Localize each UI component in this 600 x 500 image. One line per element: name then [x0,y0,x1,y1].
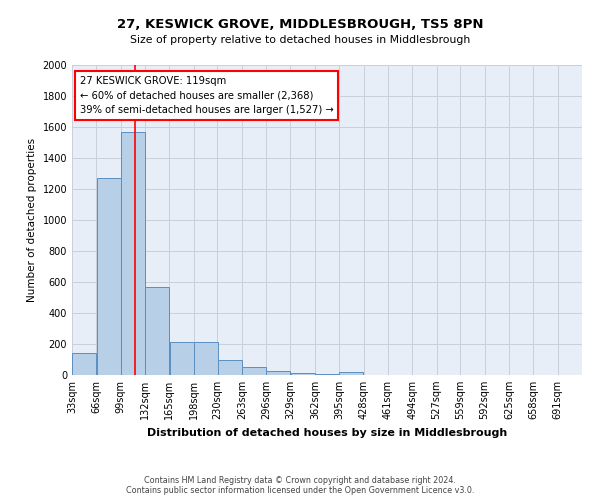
Text: Size of property relative to detached houses in Middlesbrough: Size of property relative to detached ho… [130,35,470,45]
Bar [242,367,266,375]
Text: 27 KESWICK GROVE: 119sqm
← 60% of detached houses are smaller (2,368)
39% of sem: 27 KESWICK GROVE: 119sqm ← 60% of detach… [80,76,334,116]
Bar [290,374,314,375]
Text: Contains HM Land Registry data © Crown copyright and database right 2024.: Contains HM Land Registry data © Crown c… [144,476,456,485]
Bar [218,360,242,375]
Bar [194,342,218,375]
X-axis label: Distribution of detached houses by size in Middlesbrough: Distribution of detached houses by size … [147,428,507,438]
Bar [266,371,290,375]
Y-axis label: Number of detached properties: Number of detached properties [27,138,37,302]
Bar [170,342,194,375]
Text: 27, KESWICK GROVE, MIDDLESBROUGH, TS5 8PN: 27, KESWICK GROVE, MIDDLESBROUGH, TS5 8P… [117,18,483,30]
Bar [145,286,169,375]
Bar [72,354,96,375]
Bar [340,372,364,375]
Text: Contains public sector information licensed under the Open Government Licence v3: Contains public sector information licen… [126,486,474,495]
Bar [97,178,121,375]
Bar [121,132,145,375]
Bar [315,374,339,375]
